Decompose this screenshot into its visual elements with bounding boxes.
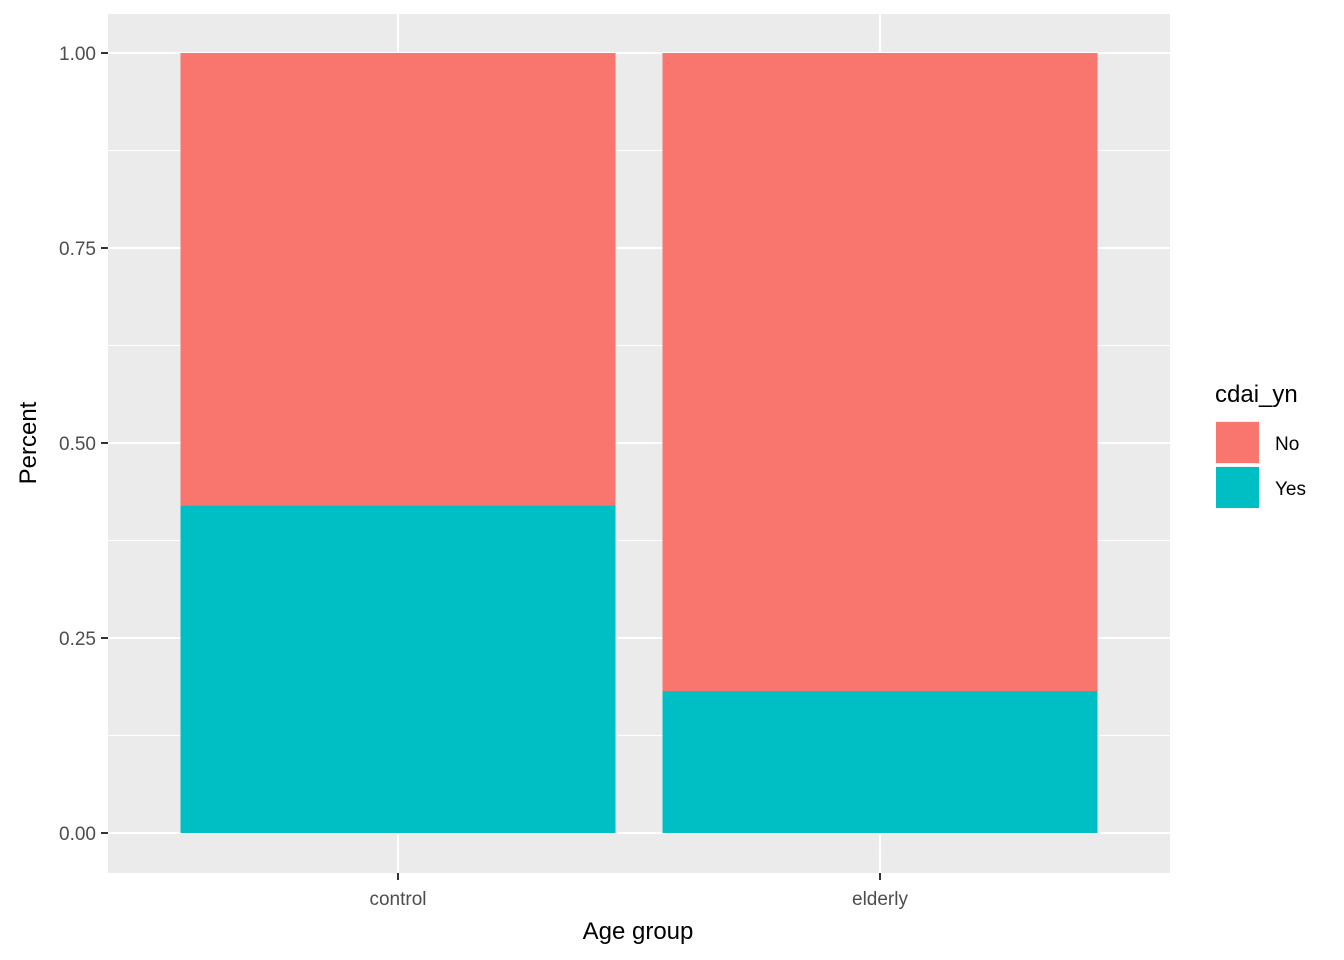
y-tick-label: 0.75	[59, 239, 96, 260]
bar-elderly-no	[662, 53, 1098, 692]
bars	[180, 53, 1098, 833]
y-tick-label: 1.00	[59, 44, 96, 65]
legend: cdai_yn No Yes	[1215, 381, 1306, 509]
x-axis: control elderly	[369, 873, 908, 910]
legend-key-yes	[1216, 467, 1259, 508]
x-axis-title: Age group	[583, 918, 694, 945]
y-tick-label: 0.50	[59, 434, 96, 455]
bar-elderly-yes	[662, 691, 1098, 833]
legend-label-yes: Yes	[1275, 479, 1306, 500]
legend-key-no	[1216, 422, 1259, 463]
legend-title: cdai_yn	[1215, 381, 1298, 408]
x-tick-label: elderly	[852, 889, 908, 910]
bar-control-no	[180, 53, 616, 506]
y-axis: 0.00 0.25 0.50 0.75 1.00	[59, 44, 108, 845]
y-axis-title: Percent	[15, 401, 42, 484]
y-tick-label: 0.25	[59, 629, 96, 650]
x-tick-label: control	[369, 889, 426, 910]
y-tick-label: 0.00	[59, 824, 96, 845]
legend-label-no: No	[1275, 434, 1299, 455]
bar-control-yes	[180, 505, 616, 833]
